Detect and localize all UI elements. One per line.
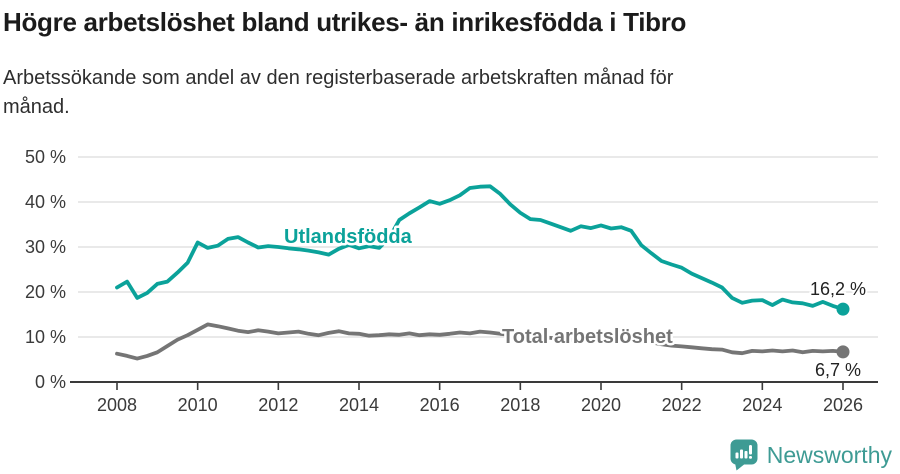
logo-bar-1 [735,452,739,459]
brand-name: Newsworthy [766,441,892,468]
series-line-utlandsf-dda [115,184,845,312]
x-axis-label-2018: 2018 [500,395,540,415]
x-axis-label-2024: 2024 [742,395,782,415]
logo-bar-2 [739,449,743,459]
chart-subtitle: Arbetssökande som andel av den registerb… [3,64,883,122]
subtitle-line-1: Arbetssökande som andel av den registerb… [3,66,674,89]
logo-exclamation-dot [748,456,752,459]
subtitle-line-2: månad. [3,95,70,118]
y-axis-label-30: 30 % [25,237,66,257]
x-axis-label-2008: 2008 [97,395,137,415]
x-axis-label-2014: 2014 [339,395,379,415]
chart-header: Högre arbetslöshet bland utrikes- än inr… [3,7,883,122]
series-line-total-arbetsl-shet [115,322,845,361]
logo-bubble-tail [734,463,746,471]
x-axis-label-2026: 2026 [823,395,863,415]
logo-exclamation-stem [748,445,752,455]
y-axis-label-40: 40 % [25,192,66,212]
logo-bar-3 [744,451,748,459]
newsworthy-logo-icon [730,439,758,471]
logo-bubble [730,439,758,465]
x-axis-label-2016: 2016 [420,395,460,415]
footer-brand: Newsworthy [730,439,892,471]
series-end-dot-utlandsf-dda [836,302,850,316]
series-label-utlandsf-dda: Utlandsfödda [284,226,413,248]
y-axis-label-20: 20 % [25,282,66,302]
series-label-total-arbetsl-shet: Total arbetslöshet [502,326,673,348]
y-axis-label-0: 0 % [35,372,66,392]
x-axis-label-2020: 2020 [581,395,621,415]
page-title: Högre arbetslöshet bland utrikes- än inr… [3,7,687,37]
y-axis-label-10: 10 % [25,327,66,347]
x-axis-label-2010: 2010 [178,395,218,415]
y-axis-label-50: 50 % [25,147,66,167]
series-end-value-total-arbetsl-shet: 6,7 % [815,360,861,380]
series-end-value-utlandsf-dda: 16,2 % [810,279,866,299]
x-axis-label-2022: 2022 [662,395,702,415]
x-axis-label-2012: 2012 [258,395,298,415]
unemployment-line-chart: 0 % 10 % 20 % 30 % 40 % 50 % 2008 2010 2012 2014 2… [25,147,878,415]
series-end-dot-total-arbetsl-shet [836,345,850,359]
